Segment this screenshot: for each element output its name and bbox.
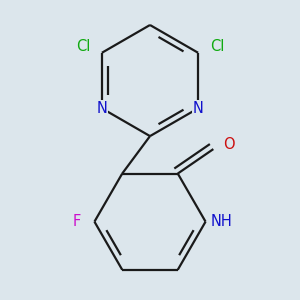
Text: NH: NH <box>210 214 232 229</box>
Text: Cl: Cl <box>210 39 224 54</box>
Text: N: N <box>193 101 204 116</box>
Text: O: O <box>223 137 235 152</box>
Text: Cl: Cl <box>76 39 90 54</box>
Text: N: N <box>96 101 107 116</box>
Text: F: F <box>73 214 81 229</box>
